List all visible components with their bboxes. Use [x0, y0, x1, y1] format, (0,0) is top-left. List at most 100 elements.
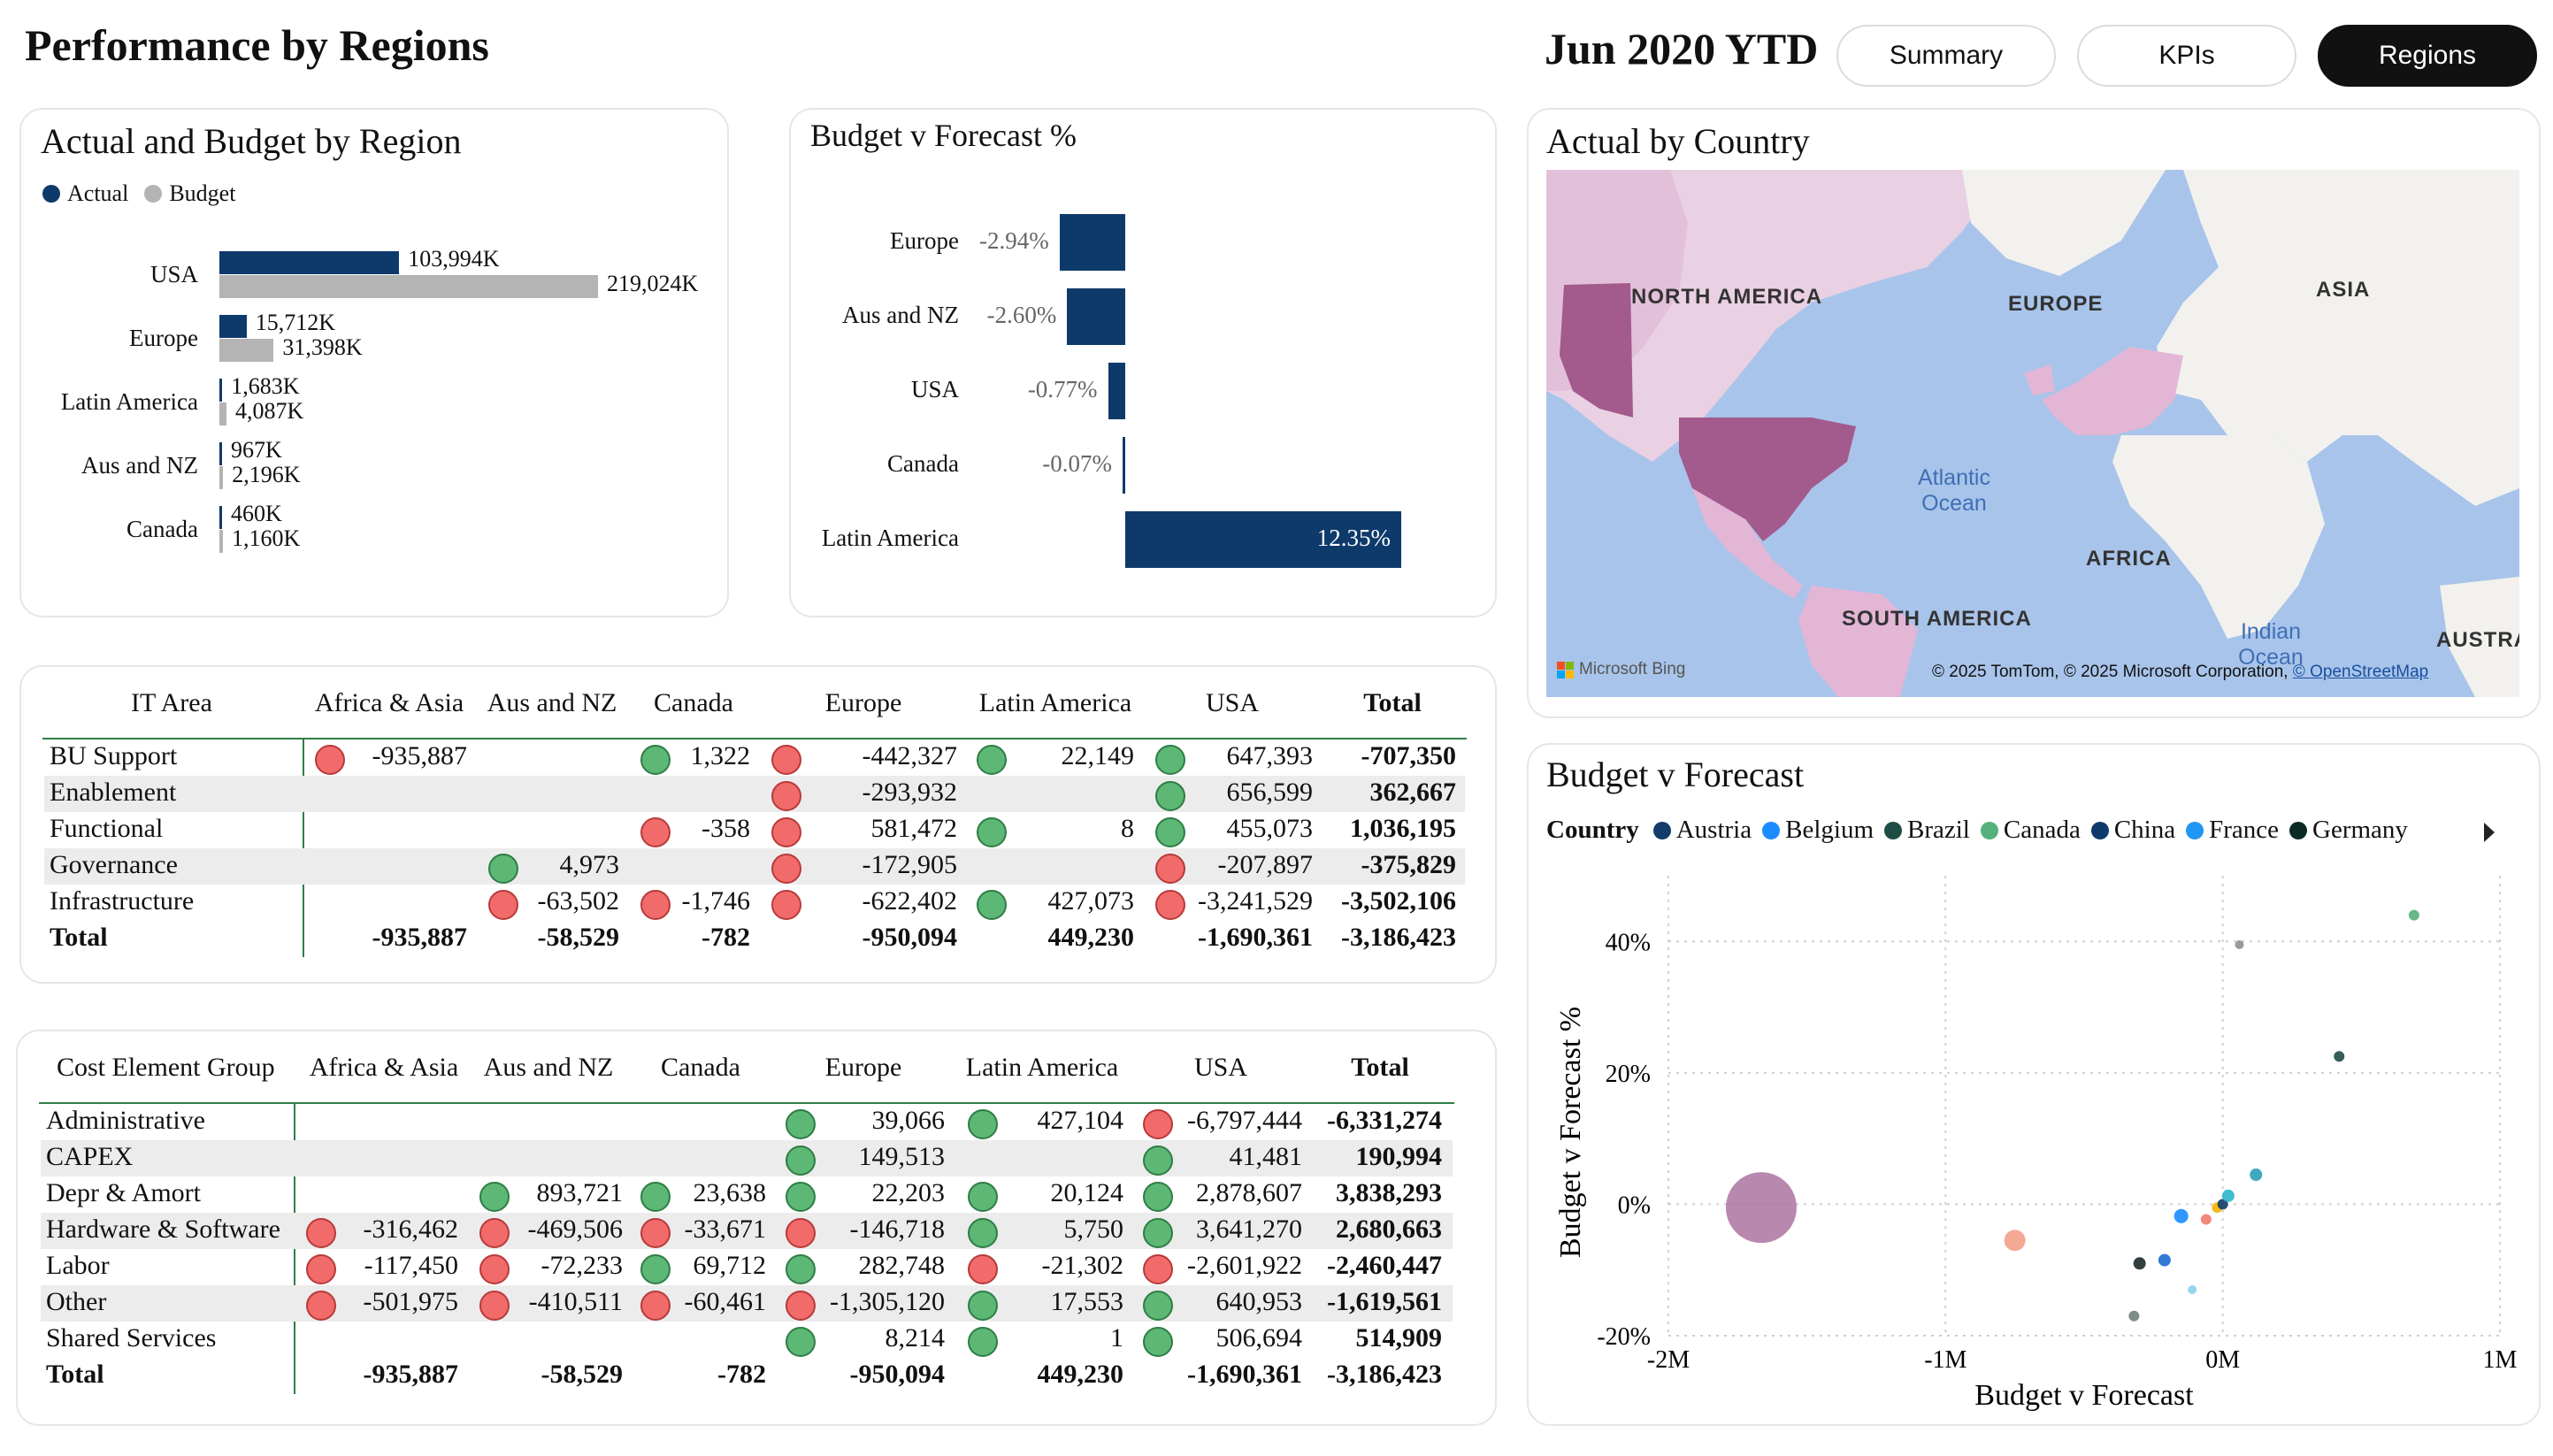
table-cell[interactable]: -207,897 [1217, 850, 1314, 879]
table-cell[interactable]: 427,104 [1037, 1106, 1124, 1135]
table-cell[interactable]: 39,066 [871, 1106, 946, 1135]
table-cell[interactable]: -358 [702, 814, 750, 843]
actual-bar[interactable] [219, 506, 222, 529]
actual-bar[interactable] [219, 251, 400, 274]
world-map[interactable]: NORTH AMERICA EUROPE ASIA AFRICA SOUTH A… [1546, 170, 2519, 697]
table-cell[interactable]: 640,953 [1215, 1287, 1303, 1316]
table-cell[interactable]: -21,302 [1041, 1251, 1124, 1280]
legend-next-icon[interactable] [2484, 823, 2495, 842]
table-cell[interactable]: -622,402 [862, 886, 958, 916]
table-cell[interactable]: -146,718 [849, 1215, 946, 1244]
table-cell[interactable]: 893,721 [536, 1178, 624, 1207]
budget-bar[interactable] [219, 275, 598, 298]
column-header[interactable]: Europe [824, 1053, 902, 1082]
table-cell[interactable]: -6,797,444 [1187, 1106, 1302, 1135]
row-label[interactable]: Enablement [50, 778, 177, 807]
column-header[interactable]: USA [1193, 1053, 1248, 1082]
row-label[interactable]: CAPEX [46, 1142, 134, 1171]
row-label[interactable]: Infrastructure [50, 886, 195, 916]
table-cell[interactable]: 17,553 [1050, 1287, 1124, 1316]
actual-bar[interactable] [219, 315, 247, 338]
row-label[interactable]: Governance [50, 850, 178, 879]
table-cell[interactable]: -1,305,120 [830, 1287, 945, 1316]
table-cell[interactable]: 656,599 [1226, 778, 1314, 807]
row-label[interactable]: Administrative [46, 1106, 205, 1135]
table-cell[interactable]: 1 [1110, 1323, 1123, 1353]
column-header[interactable]: Total [1363, 688, 1422, 717]
row-label[interactable]: Other [46, 1287, 107, 1316]
actual-bar[interactable] [219, 442, 222, 465]
column-header[interactable]: USA [1205, 688, 1260, 717]
table-cell[interactable]: -316,462 [363, 1215, 459, 1244]
table-cell[interactable]: -172,905 [862, 850, 958, 879]
table-cell[interactable]: 455,073 [1226, 814, 1314, 843]
table-cell[interactable]: -501,975 [363, 1287, 459, 1316]
bvf-bar[interactable] [1123, 437, 1125, 494]
table-cell[interactable]: -3,241,529 [1198, 886, 1313, 916]
legend-item[interactable]: Brazil [1884, 816, 1970, 845]
legend-item[interactable]: Belgium [1762, 816, 1874, 845]
column-header[interactable]: Latin America [965, 1053, 1119, 1082]
scatter-point[interactable] [2221, 1189, 2235, 1202]
table-cell[interactable]: 4,973 [559, 850, 620, 879]
table-cell[interactable]: -410,511 [528, 1287, 623, 1316]
table-cell[interactable]: -72,233 [540, 1251, 624, 1280]
openstreetmap-link[interactable]: © OpenStreetMap [2292, 663, 2429, 681]
scatter-point[interactable] [2217, 1199, 2228, 1210]
table-cell[interactable]: 23,638 [693, 1178, 767, 1207]
nav-kpis-button[interactable]: KPIs [2077, 25, 2296, 87]
table-cell[interactable]: 5,750 [1063, 1215, 1124, 1244]
table-cell[interactable]: -117,450 [364, 1251, 458, 1280]
column-header[interactable]: Africa & Asia [314, 688, 464, 717]
row-label[interactable]: BU Support [50, 741, 178, 770]
bvf-bar[interactable] [1059, 214, 1125, 271]
table-cell[interactable]: -33,671 [684, 1215, 767, 1244]
budget-bar[interactable] [219, 530, 223, 553]
row-label[interactable]: Depr & Amort [46, 1178, 201, 1207]
scatter-point[interactable] [2334, 1051, 2345, 1062]
table-cell[interactable]: 581,472 [870, 814, 958, 843]
table-cell[interactable]: 22,149 [1061, 741, 1135, 770]
scatter-point[interactable] [2250, 1169, 2263, 1181]
budget-bar[interactable] [219, 466, 224, 489]
table-cell[interactable]: 20,124 [1050, 1178, 1124, 1207]
scatter-point[interactable] [2128, 1310, 2140, 1322]
legend-item[interactable]: China [2090, 816, 2175, 845]
table-cell[interactable]: 8,214 [885, 1323, 946, 1353]
column-header[interactable]: Canada [654, 688, 733, 717]
legend-item[interactable]: Canada [1980, 816, 2081, 845]
column-header[interactable]: Latin America [978, 688, 1132, 717]
column-header[interactable]: Total [1351, 1053, 1409, 1082]
column-header[interactable]: Aus and NZ [487, 688, 617, 717]
table-cell[interactable]: -293,932 [862, 778, 958, 807]
table-cell[interactable]: -469,506 [527, 1215, 624, 1244]
nav-regions-button[interactable]: Regions [2318, 25, 2537, 87]
scatter-point[interactable] [2408, 909, 2419, 921]
bvf-bar[interactable] [1125, 511, 1401, 568]
table-cell[interactable]: 3,641,270 [1196, 1215, 1302, 1244]
table-cell[interactable]: 8 [1121, 814, 1134, 843]
table-cell[interactable]: 506,694 [1215, 1323, 1303, 1353]
column-header[interactable]: IT Area [131, 688, 212, 717]
legend-item[interactable]: France [2186, 816, 2279, 845]
scatter-point[interactable] [2200, 1214, 2212, 1225]
table-cell[interactable]: 69,712 [693, 1251, 767, 1280]
actual-bar[interactable] [219, 379, 223, 402]
scatter-point[interactable] [2235, 940, 2244, 949]
column-header[interactable]: Africa & Asia [309, 1053, 459, 1082]
table-cell[interactable]: -935,887 [372, 741, 468, 770]
column-header[interactable]: Europe [824, 688, 902, 717]
table-cell[interactable]: 41,481 [1229, 1142, 1303, 1171]
row-label[interactable]: Shared Services [46, 1323, 217, 1353]
scatter-point[interactable] [2004, 1230, 2026, 1252]
bvf-bar[interactable] [1067, 288, 1125, 345]
table-cell[interactable]: 149,513 [858, 1142, 946, 1171]
table-cell[interactable]: 1,322 [690, 741, 751, 770]
row-label[interactable]: Functional [50, 814, 164, 843]
legend-item[interactable]: Germany [2289, 816, 2408, 845]
table-cell[interactable]: -60,461 [684, 1287, 767, 1316]
legend-item[interactable]: Austria [1652, 816, 1752, 845]
table-cell[interactable]: 427,073 [1047, 886, 1135, 916]
table-cell[interactable]: -1,746 [681, 886, 751, 916]
row-label[interactable]: Hardware & Software [46, 1215, 280, 1244]
